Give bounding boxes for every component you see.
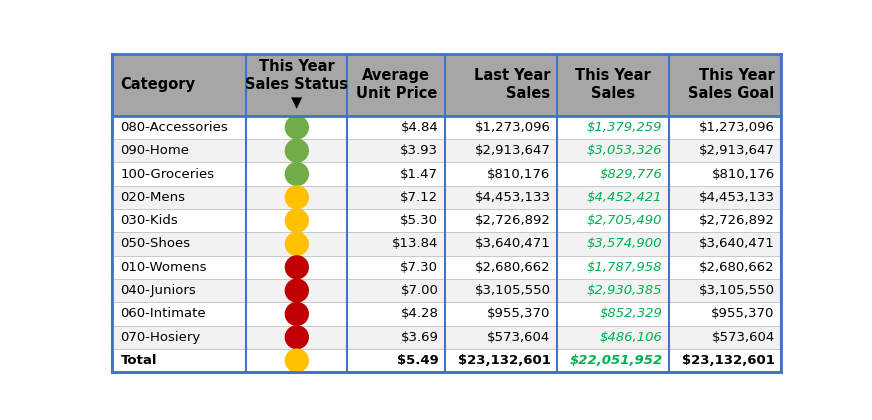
Bar bbox=[112, 54, 781, 116]
Ellipse shape bbox=[284, 185, 309, 210]
Text: $573,604: $573,604 bbox=[487, 331, 550, 344]
Text: $852,329: $852,329 bbox=[600, 307, 663, 320]
Bar bbox=[112, 186, 781, 209]
Text: $1,379,259: $1,379,259 bbox=[587, 121, 663, 134]
Text: $7.00: $7.00 bbox=[400, 284, 439, 297]
Text: This Year
Sales: This Year Sales bbox=[576, 68, 651, 101]
Text: $4,453,133: $4,453,133 bbox=[698, 191, 774, 204]
Text: $4,452,421: $4,452,421 bbox=[587, 191, 663, 204]
Text: $3.93: $3.93 bbox=[400, 144, 439, 157]
Bar bbox=[112, 302, 781, 326]
Text: Total: Total bbox=[120, 354, 157, 367]
Bar bbox=[112, 279, 781, 302]
Text: 050-Shoes: 050-Shoes bbox=[120, 237, 191, 250]
Text: 090-Home: 090-Home bbox=[120, 144, 189, 157]
Text: $23,132,601: $23,132,601 bbox=[458, 354, 550, 367]
Ellipse shape bbox=[284, 255, 309, 279]
Text: $3,574,900: $3,574,900 bbox=[587, 237, 663, 250]
Text: $1,787,958: $1,787,958 bbox=[587, 261, 663, 274]
Text: $2,913,647: $2,913,647 bbox=[474, 144, 550, 157]
Text: $3,640,471: $3,640,471 bbox=[699, 237, 774, 250]
Text: 070-Hosiery: 070-Hosiery bbox=[120, 331, 201, 344]
Bar bbox=[112, 326, 781, 349]
Text: 030-Kids: 030-Kids bbox=[120, 214, 178, 227]
Text: $2,680,662: $2,680,662 bbox=[699, 261, 774, 274]
Text: $2,705,490: $2,705,490 bbox=[587, 214, 663, 227]
Text: $573,604: $573,604 bbox=[712, 331, 774, 344]
Ellipse shape bbox=[284, 116, 309, 139]
Text: $810,176: $810,176 bbox=[487, 168, 550, 181]
Text: $3,640,471: $3,640,471 bbox=[474, 237, 550, 250]
Text: $955,370: $955,370 bbox=[712, 307, 774, 320]
Text: $7.12: $7.12 bbox=[400, 191, 439, 204]
Text: $22,051,952: $22,051,952 bbox=[569, 354, 663, 367]
Text: 010-Womens: 010-Womens bbox=[120, 261, 207, 274]
Ellipse shape bbox=[284, 302, 309, 326]
Text: $5.30: $5.30 bbox=[400, 214, 439, 227]
Text: This Year
Sales Status
▼: This Year Sales Status ▼ bbox=[245, 59, 348, 110]
Text: $1.47: $1.47 bbox=[400, 168, 439, 181]
Text: $3,105,550: $3,105,550 bbox=[698, 284, 774, 297]
Text: 020-Mens: 020-Mens bbox=[120, 191, 186, 204]
Text: $810,176: $810,176 bbox=[712, 168, 774, 181]
Text: $4.84: $4.84 bbox=[400, 121, 439, 134]
Bar bbox=[112, 232, 781, 256]
Text: $486,106: $486,106 bbox=[600, 331, 663, 344]
Text: 100-Groceries: 100-Groceries bbox=[120, 168, 215, 181]
Text: $23,132,601: $23,132,601 bbox=[682, 354, 774, 367]
Ellipse shape bbox=[284, 139, 309, 163]
Bar bbox=[112, 116, 781, 139]
Text: 060-Intimate: 060-Intimate bbox=[120, 307, 206, 320]
Text: $829,776: $829,776 bbox=[600, 168, 663, 181]
Text: $3,105,550: $3,105,550 bbox=[474, 284, 550, 297]
Ellipse shape bbox=[284, 325, 309, 349]
Text: $1,273,096: $1,273,096 bbox=[698, 121, 774, 134]
Text: $4,453,133: $4,453,133 bbox=[474, 191, 550, 204]
Text: $2,913,647: $2,913,647 bbox=[698, 144, 774, 157]
Ellipse shape bbox=[284, 232, 309, 256]
Text: $3,053,326: $3,053,326 bbox=[587, 144, 663, 157]
Text: $1,273,096: $1,273,096 bbox=[474, 121, 550, 134]
Text: $4.28: $4.28 bbox=[400, 307, 439, 320]
Text: $5.49: $5.49 bbox=[397, 354, 439, 367]
Bar bbox=[112, 256, 781, 279]
Text: $2,726,892: $2,726,892 bbox=[698, 214, 774, 227]
Bar bbox=[112, 163, 781, 186]
Text: $2,726,892: $2,726,892 bbox=[474, 214, 550, 227]
Text: $2,680,662: $2,680,662 bbox=[475, 261, 550, 274]
Bar bbox=[112, 209, 781, 232]
Ellipse shape bbox=[284, 349, 309, 373]
Text: Last Year
Sales: Last Year Sales bbox=[474, 68, 550, 101]
Ellipse shape bbox=[284, 278, 309, 303]
Text: $955,370: $955,370 bbox=[487, 307, 550, 320]
Bar bbox=[112, 139, 781, 163]
Text: 040-Juniors: 040-Juniors bbox=[120, 284, 196, 297]
Text: Category: Category bbox=[120, 77, 195, 92]
Text: This Year
Sales Goal: This Year Sales Goal bbox=[688, 68, 774, 101]
Ellipse shape bbox=[284, 209, 309, 233]
Text: $3.69: $3.69 bbox=[400, 331, 439, 344]
Text: Average
Unit Price: Average Unit Price bbox=[356, 68, 437, 101]
Bar bbox=[112, 349, 781, 372]
Text: $7.30: $7.30 bbox=[400, 261, 439, 274]
Text: $13.84: $13.84 bbox=[392, 237, 439, 250]
Text: $2,930,385: $2,930,385 bbox=[587, 284, 663, 297]
Ellipse shape bbox=[284, 162, 309, 186]
Text: 080-Accessories: 080-Accessories bbox=[120, 121, 228, 134]
